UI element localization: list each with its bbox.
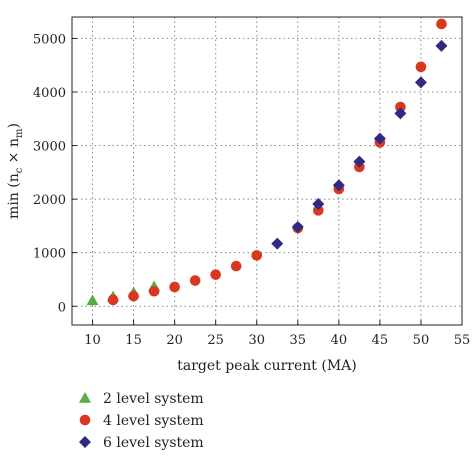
x-tick-label: 20 <box>166 333 183 348</box>
series-circle <box>107 18 447 306</box>
data-point-circle <box>189 275 201 286</box>
plot-frame <box>71 16 463 326</box>
data-point-circle <box>169 281 180 293</box>
y-tick-label: 1000 <box>33 247 66 262</box>
x-tick-label: 10 <box>84 333 101 348</box>
legend-marker-triangle <box>79 392 91 403</box>
legend-label: 6 level system <box>103 435 204 451</box>
grid-lines <box>72 17 463 325</box>
x-axis-ticks: 10 15 20 25 30 35 40 45 50 55 <box>84 320 470 348</box>
x-tick-label: 50 <box>413 333 430 348</box>
data-point-circle <box>210 269 221 280</box>
y-tick-label: 5000 <box>33 32 66 47</box>
legend: 2 level system 4 level system 6 level syst… <box>79 391 204 451</box>
data-point-diamond <box>271 237 284 250</box>
x-axis-label: target peak current (MA) <box>177 358 357 374</box>
y-tick-label: 4000 <box>33 86 66 101</box>
data-point-circle <box>251 250 263 261</box>
data-point-circle <box>230 260 242 272</box>
data-point-diamond <box>373 132 386 145</box>
data-point-triangle <box>86 294 99 306</box>
data-point-diamond <box>332 179 345 192</box>
x-tick-label: 45 <box>372 333 389 348</box>
data-point-circle <box>128 290 139 302</box>
y-axis-label-pre: min (n <box>6 173 22 219</box>
data-point-diamond <box>353 155 366 168</box>
series-diamond <box>271 39 448 250</box>
legend-marker-circle <box>79 414 91 426</box>
y-axis-ticks: 0 1000 2000 3000 4000 5000 <box>33 32 77 315</box>
y-axis-label-sub-m: m <box>14 128 25 138</box>
x-tick-label: 55 <box>454 333 471 348</box>
y-axis-label-sub-c: c <box>14 167 25 173</box>
x-tick-label: 35 <box>290 333 307 348</box>
legend-label: 2 level system <box>103 391 204 407</box>
legend-label: 4 level system <box>103 413 204 429</box>
data-point-diamond <box>291 220 304 233</box>
data-point-diamond <box>414 76 427 89</box>
x-tick-label: 15 <box>125 333 142 348</box>
data-point-circle <box>415 61 427 73</box>
legend-item: 4 level system <box>79 413 204 429</box>
data-point-circle <box>107 294 119 306</box>
y-axis-label-mid: × n <box>6 138 22 168</box>
data-point-circle <box>313 205 324 216</box>
x-tick-label: 30 <box>248 333 265 348</box>
y-tick-label: 3000 <box>33 140 66 155</box>
legend-marker-diamond <box>79 436 91 448</box>
x-tick-label: 40 <box>331 333 348 348</box>
data-point-circle <box>436 18 447 30</box>
y-axis-label-post: ) <box>6 123 22 128</box>
data-point-diamond <box>312 197 325 210</box>
y-axis-label: min (nc × nm) <box>6 123 25 219</box>
legend-item: 2 level system <box>79 391 204 407</box>
legend-item: 6 level system <box>79 435 204 451</box>
x-tick-label: 25 <box>207 333 224 348</box>
data-point-circle <box>395 101 406 113</box>
data-point-circle <box>148 285 160 297</box>
data-point-diamond <box>394 107 407 120</box>
y-tick-label: 0 <box>58 300 66 315</box>
data-points <box>86 18 448 306</box>
y-tick-label: 2000 <box>33 193 66 208</box>
data-point-diamond <box>435 39 448 52</box>
